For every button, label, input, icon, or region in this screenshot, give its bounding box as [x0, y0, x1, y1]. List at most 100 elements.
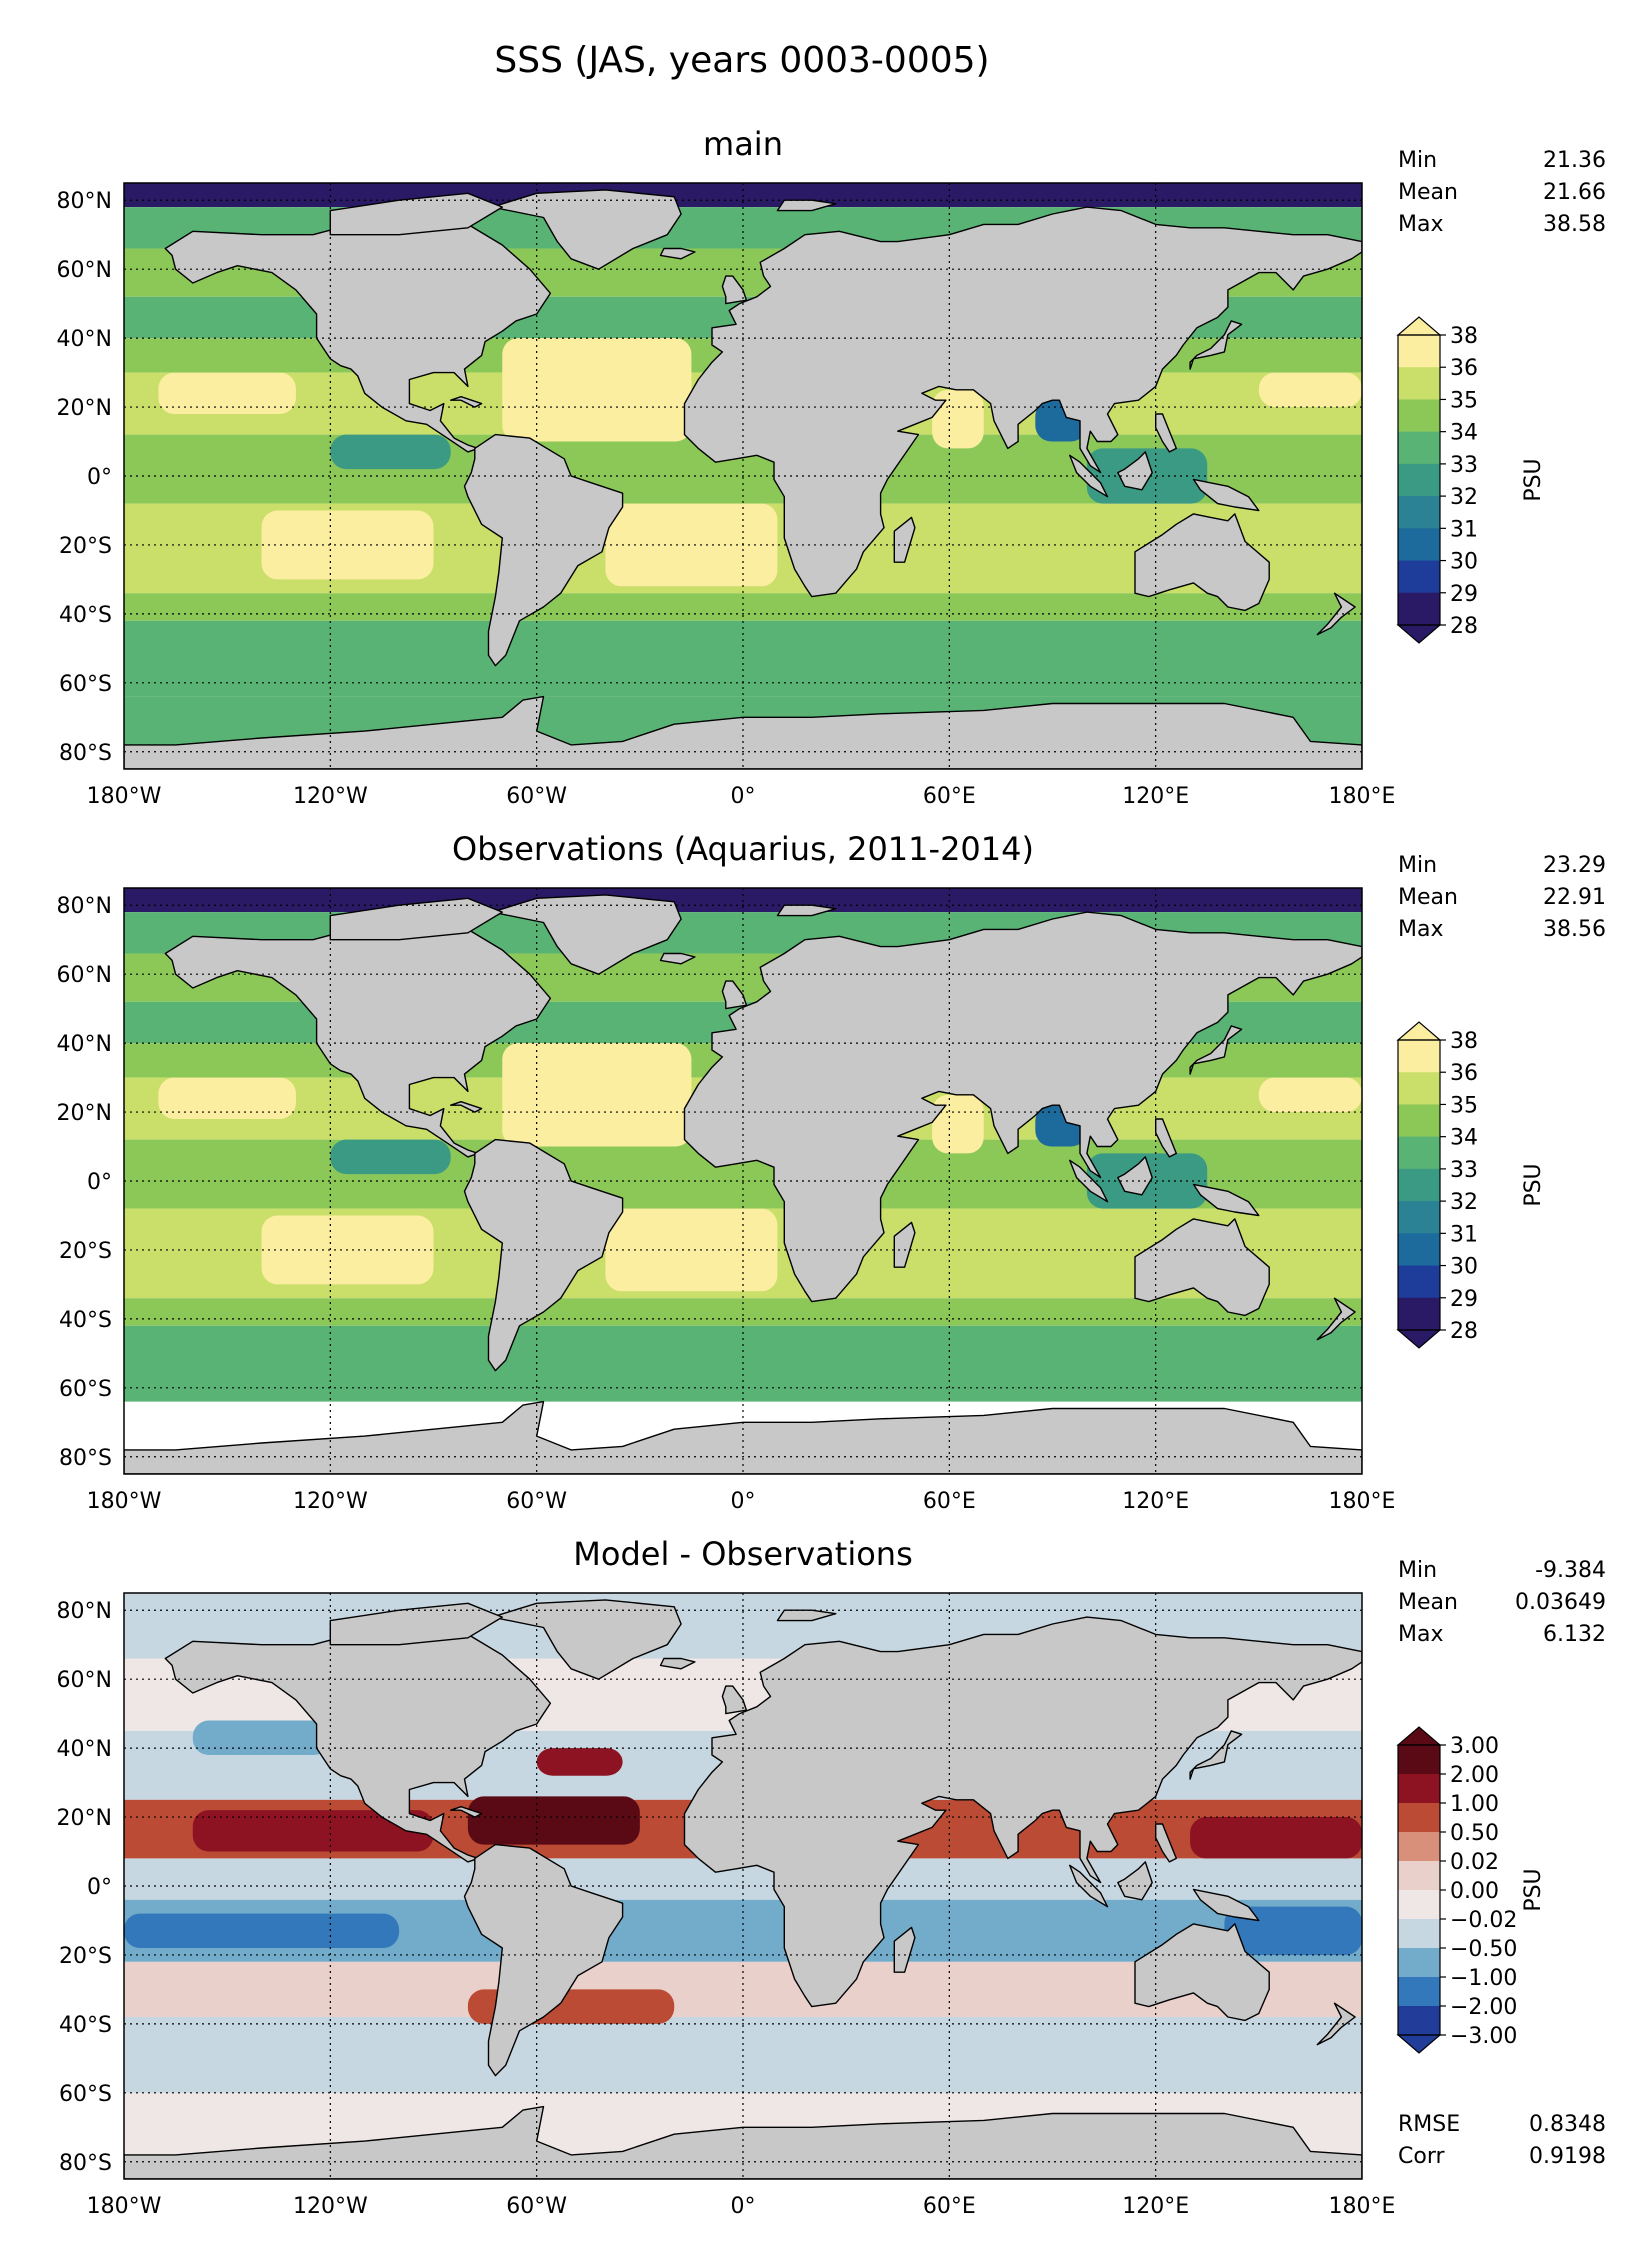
- colorbar-tick-label: 0.02: [1450, 1850, 1499, 1875]
- land-japan: [1189, 1025, 1243, 1075]
- x-tick-label: 60°W: [506, 2194, 567, 2219]
- y-tick-label: 0°: [87, 1875, 112, 1900]
- colorbar-tick-label: 35: [1450, 388, 1478, 413]
- land-svalbard: [776, 1609, 837, 1622]
- field-band: [124, 2016, 1362, 2093]
- stat-label: Corr: [1398, 2144, 1445, 2169]
- colorbar-segment: [1398, 1774, 1440, 1804]
- field-patch: [1258, 372, 1362, 408]
- field-patch: [605, 1208, 778, 1292]
- field-patch: [502, 338, 692, 442]
- field-patch: [124, 1913, 400, 1949]
- colorbar-segment: [1398, 335, 1440, 368]
- land-greenland: [491, 894, 682, 975]
- field-patch: [330, 434, 451, 470]
- stat-label: Max: [1398, 917, 1443, 942]
- colorbar-segment: [1398, 1136, 1440, 1170]
- x-tick-label: 60°W: [506, 1489, 567, 1514]
- land-uk: [721, 275, 748, 305]
- x-tick-label: 60°E: [923, 2194, 976, 2219]
- colorbar-label: PSU: [1521, 1868, 1546, 1911]
- field-patch: [158, 1077, 296, 1119]
- land-africa-eurasia: [683, 911, 1362, 1303]
- land-borneo: [1117, 1156, 1153, 1196]
- land-north-america: [164, 1630, 552, 1863]
- colorbar-tick-label: 38: [1450, 324, 1478, 349]
- colorbar-tick-label: 0.50: [1450, 1821, 1499, 1846]
- land-greenland: [491, 1599, 682, 1680]
- x-tick-label: 0°: [731, 2194, 756, 2219]
- colorbar-segment: [1398, 560, 1440, 594]
- colorbar-tick-label: 33: [1450, 453, 1478, 478]
- panel-diff: Model - Observations 80°N 60°N 40°N 20°N 0° 20…: [57, 1535, 1606, 2219]
- field-patch: [330, 1139, 451, 1175]
- colorbar-segment: [1398, 399, 1440, 433]
- land-sumatra: [1069, 1864, 1109, 1908]
- x-tick-label: 120°E: [1122, 1489, 1189, 1514]
- y-tick-label: 60°S: [59, 1377, 112, 1402]
- colorbar-frame: [1397, 1039, 1441, 1331]
- stat-value: 6.132: [1543, 1622, 1606, 1647]
- stat-label: Max: [1398, 212, 1443, 237]
- panel-title: Observations (Aquarius, 2011-2014): [452, 830, 1034, 868]
- land-mask: [124, 189, 1362, 769]
- x-tick-label: 180°W: [87, 2194, 162, 2219]
- stat-label: Mean: [1398, 1590, 1458, 1615]
- colorbar-segment: [1398, 1919, 1440, 1949]
- panel-title: main: [703, 125, 783, 163]
- stat-label: Mean: [1398, 885, 1458, 910]
- y-tick-label: 80°N: [57, 189, 112, 214]
- colorbar-tick-label: 3.00: [1450, 1734, 1499, 1759]
- map-frame: [123, 887, 1363, 1475]
- field-patch: [158, 372, 296, 414]
- colorbar-tick-label: 34: [1450, 421, 1478, 446]
- x-tick-label: 60°E: [923, 1489, 976, 1514]
- colorbar-segment: [1398, 367, 1440, 400]
- land-iceland: [659, 247, 696, 260]
- land-mask: [124, 894, 1362, 1474]
- land-australia: [1134, 513, 1270, 612]
- colorbar-tick-label: 28: [1450, 614, 1478, 639]
- stat-value: 0.9198: [1529, 2144, 1606, 2169]
- field-patch: [1190, 1817, 1362, 1859]
- land-uk: [721, 1685, 748, 1715]
- colorbar-extend-top: [1396, 1021, 1442, 1041]
- colorbar: −3.00 −2.00 −1.00 −0.50 −0.02 0.00 0.02 0.50 1.0…: [1396, 1726, 1546, 2054]
- stat-value: 0.8348: [1529, 2112, 1606, 2137]
- colorbar-segment: [1398, 1745, 1440, 1775]
- land-north-america: [164, 925, 552, 1158]
- colorbar-tick-label: 2.00: [1450, 1763, 1499, 1788]
- land-madagascar: [893, 516, 916, 563]
- land-antarctica: [124, 2105, 1362, 2179]
- colorbar-segment: [1398, 528, 1440, 562]
- colorbar-extend-bottom: [1396, 2034, 1442, 2054]
- y-tick-label: 80°N: [57, 894, 112, 919]
- y-tick-label: 20°N: [57, 1806, 112, 1831]
- x-tick-label: 120°E: [1122, 784, 1189, 809]
- colorbar-tick-label: 31: [1450, 517, 1478, 542]
- stat-value: 38.56: [1543, 917, 1606, 942]
- x-tick-label: 120°W: [293, 1489, 368, 1514]
- land-new-guinea: [1192, 478, 1260, 512]
- land-new-guinea: [1192, 1888, 1260, 1922]
- x-tick-label: 180°E: [1329, 1489, 1396, 1514]
- map-field: [124, 183, 1362, 769]
- gridlines: [124, 888, 1362, 1474]
- field-patch: [192, 1720, 331, 1756]
- colorbar-frame: [1397, 334, 1441, 626]
- colorbar-segment: [1398, 592, 1440, 626]
- colorbar: 28 29 30 31 32 33 34 35 36 38 PSU: [1396, 1021, 1546, 1349]
- y-tick-label: 40°S: [59, 2013, 112, 2038]
- stat-label: Max: [1398, 1622, 1443, 1647]
- land-sumatra: [1069, 454, 1109, 498]
- land-south-america: [463, 1138, 624, 1372]
- colorbar-segment: [1398, 1168, 1440, 1202]
- stat-value: 21.66: [1543, 180, 1606, 205]
- colorbar-segment: [1398, 1803, 1440, 1833]
- colorbar-extend-bottom: [1396, 624, 1442, 644]
- land-svalbard: [776, 199, 837, 212]
- land-africa-eurasia: [683, 206, 1362, 598]
- x-tick-label: 0°: [731, 784, 756, 809]
- land-madagascar: [893, 1926, 916, 1973]
